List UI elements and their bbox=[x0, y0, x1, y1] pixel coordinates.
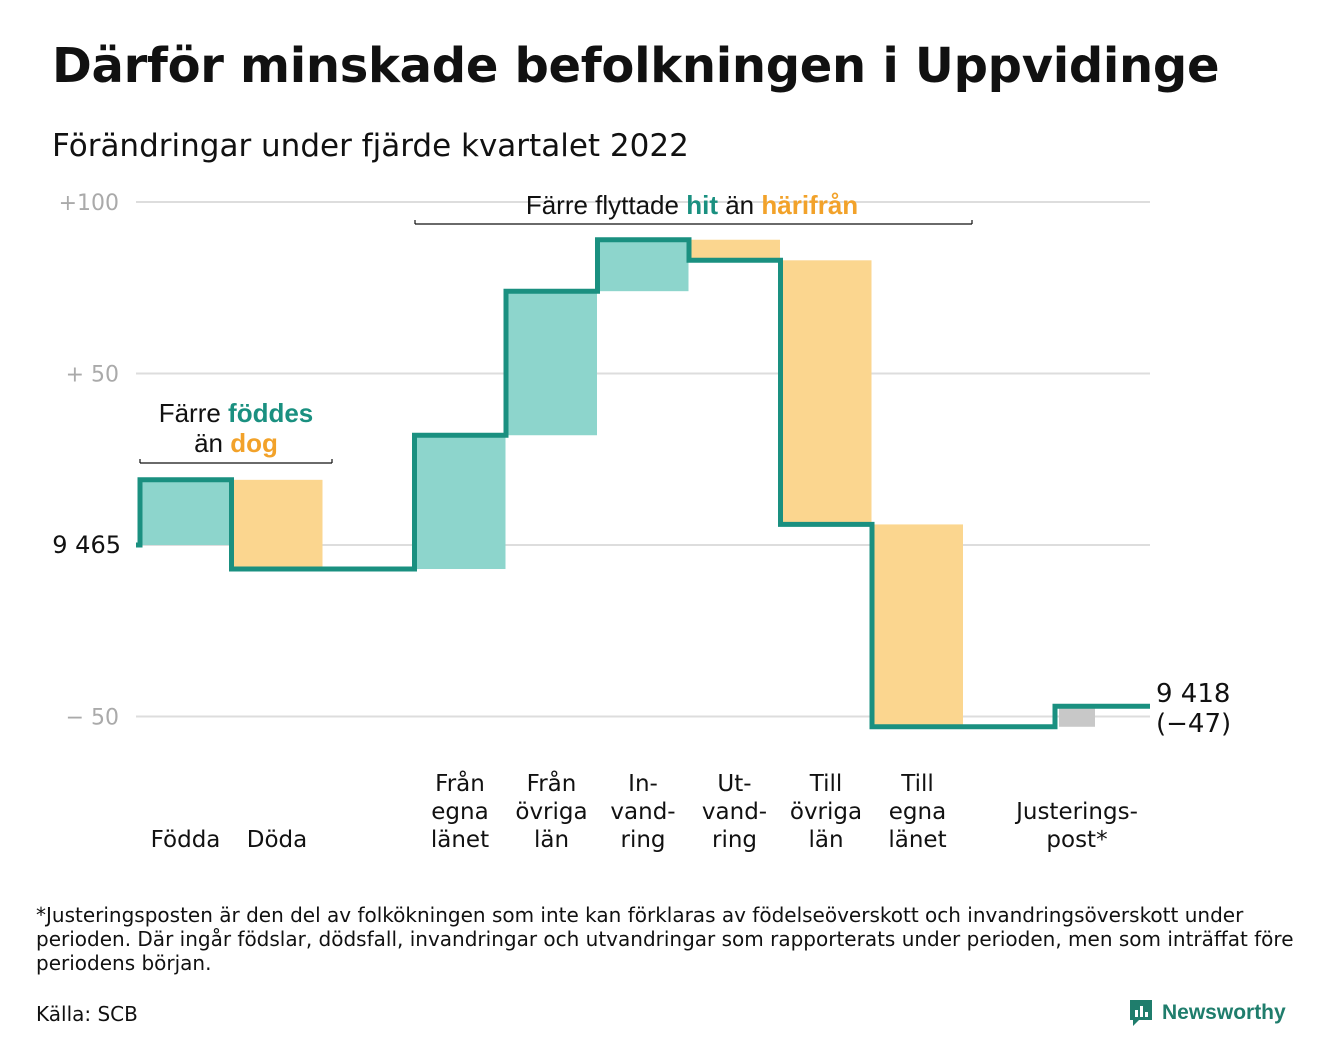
bar-till-ovriga-lan bbox=[780, 260, 872, 525]
bar-invandring bbox=[597, 239, 689, 292]
category-label: vand- bbox=[702, 799, 767, 825]
category-label: Från bbox=[527, 769, 577, 797]
category-label: övriga bbox=[515, 799, 587, 825]
category-label: Från bbox=[435, 769, 485, 797]
category-label: In- bbox=[628, 771, 658, 797]
bar-justeringspost bbox=[1059, 706, 1095, 727]
births-annotation-line1: Färre föddes bbox=[159, 398, 314, 428]
y-tick-label: − 50 bbox=[66, 706, 119, 731]
category-label: vand- bbox=[610, 799, 675, 825]
cumulative-step-line bbox=[136, 237, 1150, 730]
category-label: övriga bbox=[790, 799, 862, 825]
bar-fran-egna-lanet bbox=[414, 435, 506, 570]
bar-fodda bbox=[140, 479, 231, 545]
bar-utvandring bbox=[689, 239, 780, 261]
category-label: Födda bbox=[151, 827, 221, 853]
bar-doda bbox=[231, 479, 323, 570]
brand-name: Newsworthy bbox=[1162, 1001, 1286, 1024]
category-label: egna bbox=[431, 799, 488, 825]
category-label: Döda bbox=[247, 827, 307, 853]
births-annotation-line2: än dog bbox=[194, 428, 278, 458]
migration-annotation: Färre flyttade hit än härifrån bbox=[526, 190, 858, 220]
footnote: *Justeringsposten är den del av folkökni… bbox=[36, 903, 1294, 975]
category-label: län bbox=[808, 827, 843, 853]
start-value-label: 9 465 bbox=[52, 531, 121, 559]
category-label: ring bbox=[620, 827, 665, 853]
y-tick-label: +100 bbox=[59, 191, 119, 216]
category-label: post* bbox=[1046, 827, 1107, 853]
category-label: Justerings- bbox=[1014, 799, 1138, 825]
end-value-label: 9 418 bbox=[1156, 679, 1230, 709]
category-label: egna bbox=[889, 799, 946, 825]
newsworthy-logo-icon bbox=[1130, 1000, 1152, 1026]
category-label: länet bbox=[431, 827, 489, 853]
bar-till-egna-lanet bbox=[872, 524, 963, 727]
source-text: Källa: SCB bbox=[36, 1002, 138, 1026]
chart-title: Därför minskade befolkningen i Uppviding… bbox=[52, 38, 1220, 94]
category-label: länet bbox=[888, 827, 946, 853]
category-label: ring bbox=[712, 827, 757, 853]
category-label: län bbox=[534, 827, 569, 853]
y-tick-label: + 50 bbox=[66, 363, 119, 388]
brand: Newsworthy bbox=[1128, 998, 1286, 1028]
chart-subtitle: Förändringar under fjärde kvartalet 2022 bbox=[52, 128, 689, 164]
category-label: Till bbox=[809, 771, 843, 797]
category-label: Ut- bbox=[717, 771, 751, 797]
category-label: Till bbox=[900, 771, 934, 797]
bar-fran-ovriga-lan bbox=[506, 291, 597, 436]
end-change-label: (−47) bbox=[1156, 709, 1231, 739]
